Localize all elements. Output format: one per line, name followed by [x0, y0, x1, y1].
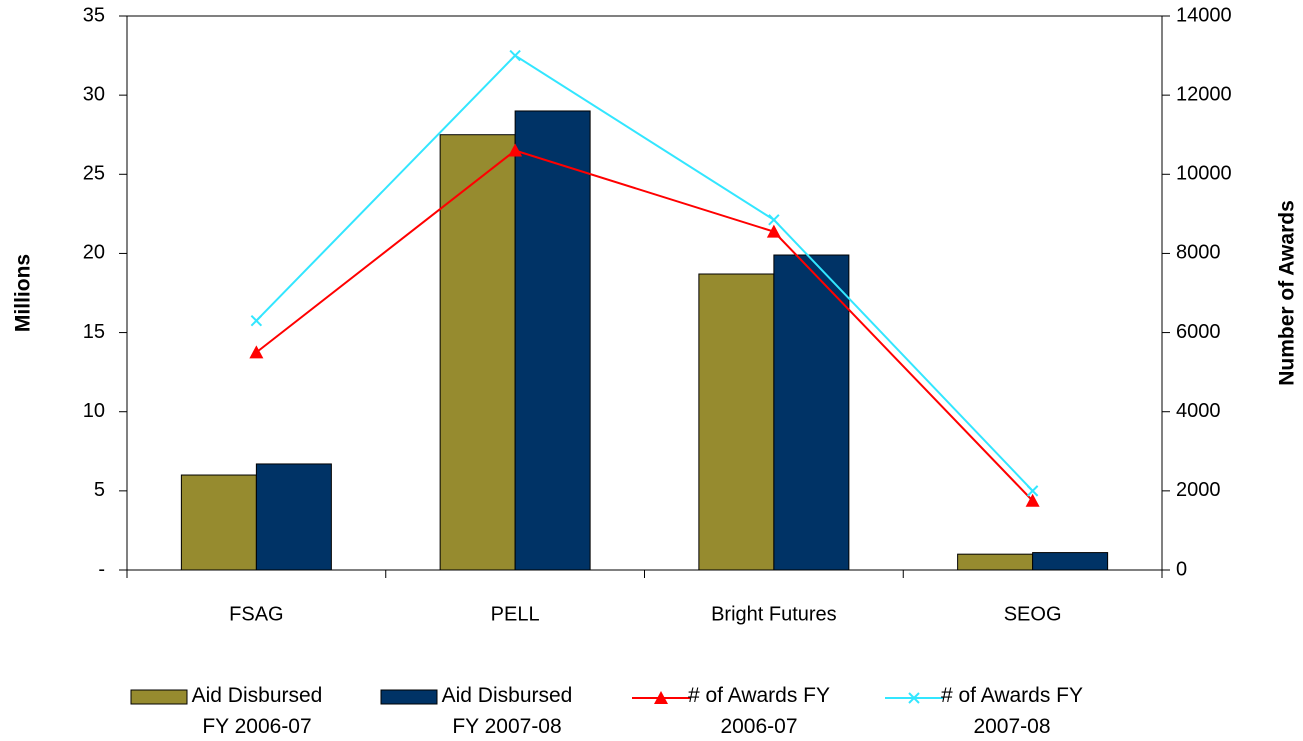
y-tick-label: 35	[83, 4, 105, 26]
line-marker	[1025, 493, 1040, 507]
y2-tick-label: 2000	[1176, 479, 1221, 501]
line	[255, 149, 1034, 502]
y2-tick-label: 8000	[1176, 242, 1221, 264]
y-tick-label: 30	[83, 83, 105, 105]
legend-label: Aid Disbursed FY 2007-08	[441, 684, 573, 738]
y-tick-label: -	[98, 558, 105, 580]
y2-tick-label: 12000	[1176, 83, 1232, 105]
legend-label: Aid Disbursed FY 2006-07	[191, 684, 323, 738]
line-marker	[250, 314, 263, 327]
line-marker	[766, 224, 781, 238]
legend-label: # of Awards FY 2007-08	[940, 684, 1084, 738]
bar	[255, 463, 332, 571]
line-marker	[768, 214, 780, 226]
x-tick-label: PELL	[491, 603, 540, 625]
bar	[514, 110, 591, 571]
bar	[439, 134, 516, 571]
line-marker	[509, 49, 521, 62]
y2-tick-label: 4000	[1176, 400, 1221, 422]
line-marker	[508, 143, 523, 157]
y-tick-label: 5	[94, 479, 105, 501]
bar	[773, 254, 850, 571]
y2-tick-label: 10000	[1176, 163, 1232, 185]
y-tick-label: 15	[83, 321, 105, 343]
bar	[180, 474, 257, 571]
line-marker	[1026, 485, 1039, 497]
x-tick-label: SEOG	[1004, 603, 1062, 625]
legend-label: # of Awards FY 2006-07	[687, 684, 831, 738]
y2-axis-label: Number of Awards	[1276, 200, 1299, 386]
line	[255, 54, 1034, 492]
legend-swatch	[380, 689, 438, 705]
y2-tick-label: 14000	[1176, 4, 1232, 26]
line-marker	[249, 345, 264, 359]
legend-swatch	[130, 689, 188, 705]
y-tick-label: 10	[83, 400, 105, 422]
y-tick-label: 20	[83, 242, 105, 264]
x-tick-label: Bright Futures	[711, 603, 837, 625]
legend-swatch	[885, 692, 943, 704]
y-axis-label: Millions	[12, 254, 35, 332]
legend-swatch	[632, 691, 690, 704]
bar	[698, 273, 775, 571]
y2-tick-label: 6000	[1176, 321, 1221, 343]
x-tick-label: FSAG	[229, 603, 283, 625]
bar	[957, 553, 1034, 571]
bar	[1032, 552, 1109, 571]
y-tick-label: 25	[83, 163, 105, 185]
y2-tick-label: 0	[1176, 558, 1187, 580]
chart: Millions Number of Awards - 5 10 15 20 25 30 35…	[12, 4, 1299, 625]
